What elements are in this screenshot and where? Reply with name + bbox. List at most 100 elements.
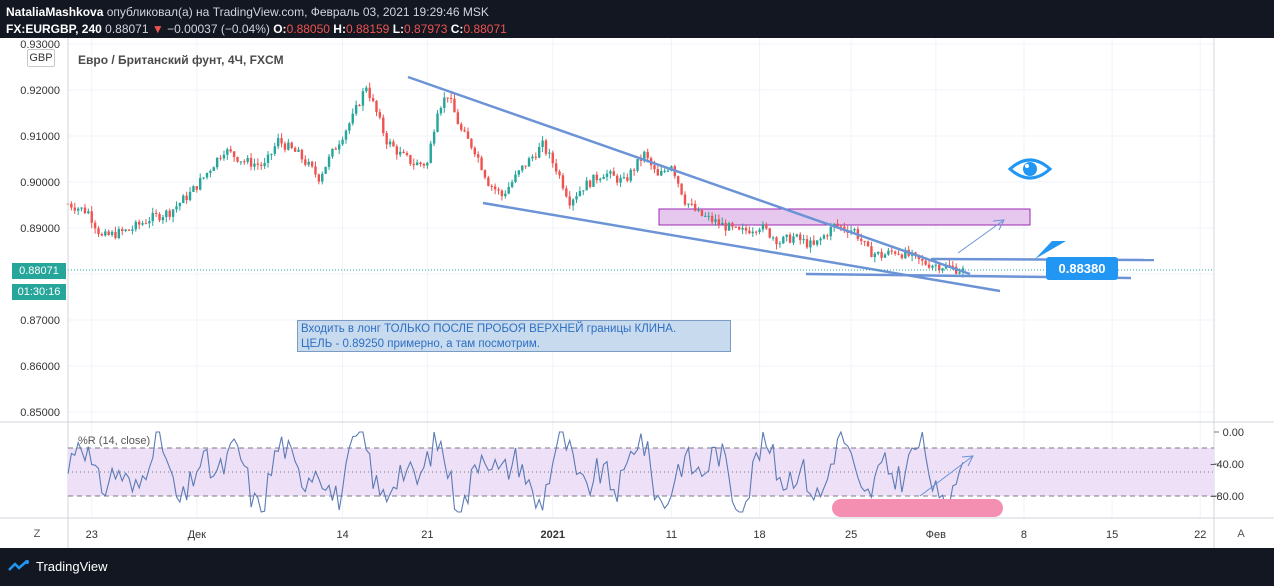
candle-body [609,171,612,174]
candle-body [805,239,809,248]
candle-body [812,240,815,245]
candle-body [795,234,799,237]
candle-body [717,219,721,225]
candle-body [127,229,131,231]
time-tick-label: 8 [1021,529,1027,541]
wpr-highlight[interactable] [832,499,1003,517]
candle-body [863,240,866,242]
header-bar: NataliaMashkova опубликовал(а) на Tradin… [0,0,1274,38]
eye-icon[interactable] [1007,158,1053,180]
target-arrow-head [992,219,1005,231]
tradingview-logo-icon [8,559,29,571]
candle-body [87,211,90,214]
candle-body [236,156,239,162]
candle-body [104,231,107,236]
candle-body [114,231,117,239]
candle-body [256,163,260,165]
chart-canvas[interactable]: Евро / Британский фунт, 4Ч, FXCM %R (14,… [0,38,1274,548]
candle-body [263,162,266,166]
candle-body [687,203,690,205]
price-tick-label: 0.91000 [20,131,60,143]
candle-body [260,164,263,166]
candle-body [802,239,805,241]
candle-body [446,97,449,99]
candle-body [643,151,646,161]
candle-body [799,234,802,241]
callout-pointer [1035,241,1066,259]
target-arrow[interactable] [957,219,1005,254]
candle-body [266,154,270,163]
candle-body [273,146,276,154]
target-callout[interactable]: 0.88380 [1046,257,1118,280]
candle-body [215,157,219,168]
candle-body [371,98,375,101]
countdown-tag: 01:30:16 [12,284,66,300]
candle-body [582,190,585,192]
symbol-label: FX:EURGBP, 240 [6,22,102,36]
candle-body [246,157,249,162]
candle-body [538,147,541,158]
chart-container[interactable]: Евро / Британский фунт, 4Ч, FXCM %R (14,… [0,38,1274,548]
author-name[interactable]: NataliaMashkova [6,5,104,19]
wpr-arrow[interactable] [919,455,974,497]
footer-bar: TradingView [0,548,1274,586]
candle-body [632,169,636,171]
brand-logo[interactable]: TradingView [8,559,108,574]
candle-body [83,207,87,214]
candle-body [178,203,182,207]
scale-a-button[interactable]: A [1233,526,1249,542]
candle-body [144,223,148,225]
time-axis: 23 Дек 14 21 2021 11 18 25 Фев 8 15 22 [86,529,1207,541]
trade-note[interactable]: Входить в лонг ТОЛЬКО ПОСЛЕ ПРОБОЯ ВЕРХН… [297,320,731,352]
candle-body [321,173,324,182]
candlestick-series [66,82,965,278]
low-label: L: [392,22,405,36]
candle-body [192,186,195,192]
candle-body [168,210,171,217]
candle-body [419,162,422,164]
breakout-level-line[interactable] [930,257,1155,262]
candle-body [677,176,680,184]
candle-body [493,186,497,190]
candle-body [470,138,473,148]
candle-body [283,143,287,150]
time-tick-label: 15 [1106,529,1118,541]
wedge-upper-line[interactable] [407,75,971,276]
target-zone-rect[interactable] [658,208,1031,226]
candle-body [561,175,565,189]
candle-body [490,185,493,187]
candle-body [700,210,704,216]
candle-body [510,182,514,188]
candle-body [748,230,751,234]
candle-body [90,211,93,223]
currency-badge[interactable]: GBP [27,49,55,67]
candle-body [839,226,843,228]
candle-body [70,203,73,208]
candle-body [558,171,561,176]
candle-body [605,173,609,177]
trade-note-line1: Входить в лонг ТОЛЬКО ПОСЛЕ ПРОБОЯ ВЕРХН… [301,323,677,335]
time-tick-label: Дек [188,529,207,541]
candle-body [785,234,788,237]
time-tick-label: 25 [845,529,857,541]
candle-body [565,188,568,197]
candle-body [836,223,839,227]
candle-body [307,161,310,165]
candle-body [429,143,432,163]
candle-body [439,107,443,114]
candle-body [73,207,76,211]
candle-body [382,117,385,134]
scale-z-button[interactable]: Z [29,526,45,542]
candle-body [158,213,161,221]
candle-body [310,161,314,167]
candle-body [934,264,938,266]
candle-body [331,148,334,157]
candle-body [860,238,863,241]
wpr-series[interactable] [67,430,964,513]
candle-body [300,149,304,160]
candle-body [76,208,80,211]
candle-body [826,235,829,237]
candle-body [887,250,890,255]
trade-note-line2: ЦЕЛЬ - 0.89250 примерно, а там посмотрим… [301,338,540,350]
candle-body [588,180,592,187]
